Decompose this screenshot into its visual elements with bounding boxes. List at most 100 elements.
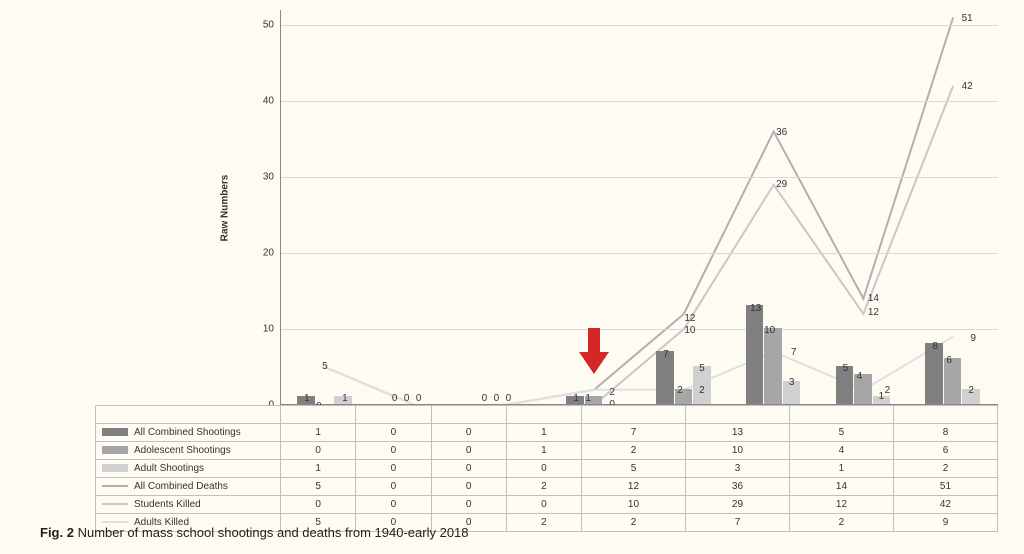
plot-area: Raw Numbers 01020304050 1940's1950's1960… [280, 10, 998, 405]
value-label: 0 [392, 393, 398, 404]
table-cell: 7 [582, 424, 686, 442]
legend-line-icon [102, 485, 128, 487]
value-label: 8 [932, 341, 938, 352]
table-cell: 0 [356, 478, 431, 496]
legend-entry: Adult Shootings [96, 460, 281, 478]
value-label: 4 [857, 371, 863, 382]
table-cell: 1 [281, 424, 356, 442]
y-axis: 01020304050 [250, 10, 280, 405]
legend-label: All Combined Deaths [134, 481, 228, 492]
legend-label: All Combined Shootings [134, 427, 241, 438]
value-label: 1 [304, 393, 310, 404]
y-axis-label: Raw Numbers [220, 174, 231, 241]
table-cell: 0 [281, 496, 356, 514]
table-cell: 2 [582, 442, 686, 460]
table-cell: 0 [506, 496, 581, 514]
table-cell: 5 [281, 478, 356, 496]
value-label: 51 [962, 13, 973, 24]
table-cell: 0 [431, 460, 506, 478]
y-tick-label: 40 [263, 96, 274, 107]
value-label: 6 [946, 355, 952, 366]
caption-text: Number of mass school shootings and deat… [78, 525, 469, 540]
table-cell: 1 [789, 460, 893, 478]
line-students_killed [325, 86, 953, 405]
table-cell: 29 [685, 496, 789, 514]
table-cell: 14 [789, 478, 893, 496]
table-cell: 0 [431, 496, 506, 514]
value-label: 0 [482, 393, 488, 404]
value-label: 2 [699, 385, 705, 396]
legend-label: Adolescent Shootings [134, 445, 231, 456]
value-label: 0 [416, 393, 422, 404]
table-cell: 7 [685, 514, 789, 532]
figure-caption: Fig. 2 Number of mass school shootings a… [40, 525, 469, 540]
table-cell: 6 [893, 442, 997, 460]
value-label: 12 [868, 307, 879, 318]
value-label: 1 [573, 393, 579, 404]
table-cell: 0 [356, 424, 431, 442]
value-label: 5 [699, 363, 705, 374]
table-row: Adult Shootings10005312 [96, 460, 998, 478]
caption-prefix: Fig. 2 [40, 525, 74, 540]
table-cell: 0 [356, 496, 431, 514]
table-cell: 1 [506, 424, 581, 442]
table-cell: 8 [893, 424, 997, 442]
bar-adolescent_shootings [764, 328, 782, 404]
table-cell: 1 [281, 460, 356, 478]
value-label: 2 [677, 385, 683, 396]
table-cell: 2 [582, 514, 686, 532]
value-label: 2 [885, 385, 891, 396]
table-cell: 4 [789, 442, 893, 460]
legend-swatch-icon [102, 464, 128, 472]
bar-all_combined_shootings [746, 305, 764, 404]
table-cell: 5 [789, 424, 893, 442]
data-table: All Combined Shootings100171358Adolescen… [95, 405, 998, 532]
y-tick-label: 20 [263, 248, 274, 259]
table-cell: 0 [356, 442, 431, 460]
table-cell: 0 [431, 478, 506, 496]
table-cell: 3 [685, 460, 789, 478]
table-cell: 1 [506, 442, 581, 460]
table-cell: 0 [431, 442, 506, 460]
table-cell: 2 [506, 478, 581, 496]
table-cell: 0 [281, 442, 356, 460]
value-label: 5 [843, 363, 849, 374]
value-label: 3 [789, 377, 795, 388]
legend-line-icon [102, 503, 128, 505]
value-label: 0 [494, 393, 500, 404]
line-series-layer [280, 10, 998, 405]
value-label: 13 [750, 303, 761, 314]
table-cell: 2 [506, 514, 581, 532]
value-label: 9 [970, 333, 976, 344]
table-row: Students Killed000010291242 [96, 496, 998, 514]
table-cell: 12 [789, 496, 893, 514]
value-label: 1 [879, 391, 885, 402]
value-label: 7 [663, 349, 669, 360]
legend-entry: Adolescent Shootings [96, 442, 281, 460]
table-cell: 0 [431, 424, 506, 442]
table-row: All Combined Deaths500212361451 [96, 478, 998, 496]
value-label: 5 [322, 361, 328, 372]
table-cell: 36 [685, 478, 789, 496]
legend-entry: All Combined Shootings [96, 424, 281, 442]
value-label: 10 [764, 325, 775, 336]
table-cell: 5 [582, 460, 686, 478]
value-label: 10 [684, 325, 695, 336]
highlight-arrow-icon [579, 328, 609, 370]
value-label: 7 [791, 347, 797, 358]
table-cell: 2 [893, 460, 997, 478]
legend-entry: Students Killed [96, 496, 281, 514]
table-cell: 0 [506, 460, 581, 478]
value-label: 14 [868, 293, 879, 304]
table-row: Adolescent Shootings000121046 [96, 442, 998, 460]
legend-swatch-icon [102, 446, 128, 454]
y-tick-label: 30 [263, 172, 274, 183]
value-label: 12 [684, 313, 695, 324]
table-cell: 10 [685, 442, 789, 460]
table-cell: 42 [893, 496, 997, 514]
figure: Raw Numbers 01020304050 1940's1950's1960… [40, 10, 1000, 540]
value-label: 2 [609, 387, 615, 398]
table-cell: 12 [582, 478, 686, 496]
value-label: 0 [404, 393, 410, 404]
bar-all_combined_shootings [925, 343, 943, 404]
